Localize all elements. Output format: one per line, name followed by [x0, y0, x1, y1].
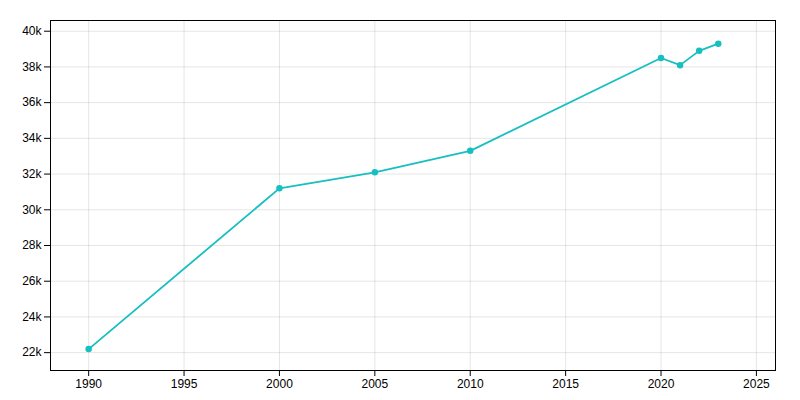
svg-text:2025: 2025: [743, 377, 770, 391]
svg-text:36k: 36k: [22, 95, 42, 109]
svg-text:32k: 32k: [22, 167, 42, 181]
svg-text:34k: 34k: [22, 131, 42, 145]
svg-text:26k: 26k: [22, 274, 42, 288]
svg-text:2020: 2020: [648, 377, 675, 391]
svg-text:2005: 2005: [361, 377, 388, 391]
svg-text:1990: 1990: [75, 377, 102, 391]
svg-text:28k: 28k: [22, 238, 42, 252]
svg-text:30k: 30k: [22, 203, 42, 217]
svg-text:24k: 24k: [22, 310, 42, 324]
svg-text:40k: 40k: [22, 24, 42, 38]
svg-text:2015: 2015: [552, 377, 579, 391]
svg-text:2010: 2010: [457, 377, 484, 391]
svg-text:38k: 38k: [22, 60, 42, 74]
svg-text:1995: 1995: [171, 377, 198, 391]
svg-text:2000: 2000: [266, 377, 293, 391]
svg-text:22k: 22k: [22, 345, 42, 359]
